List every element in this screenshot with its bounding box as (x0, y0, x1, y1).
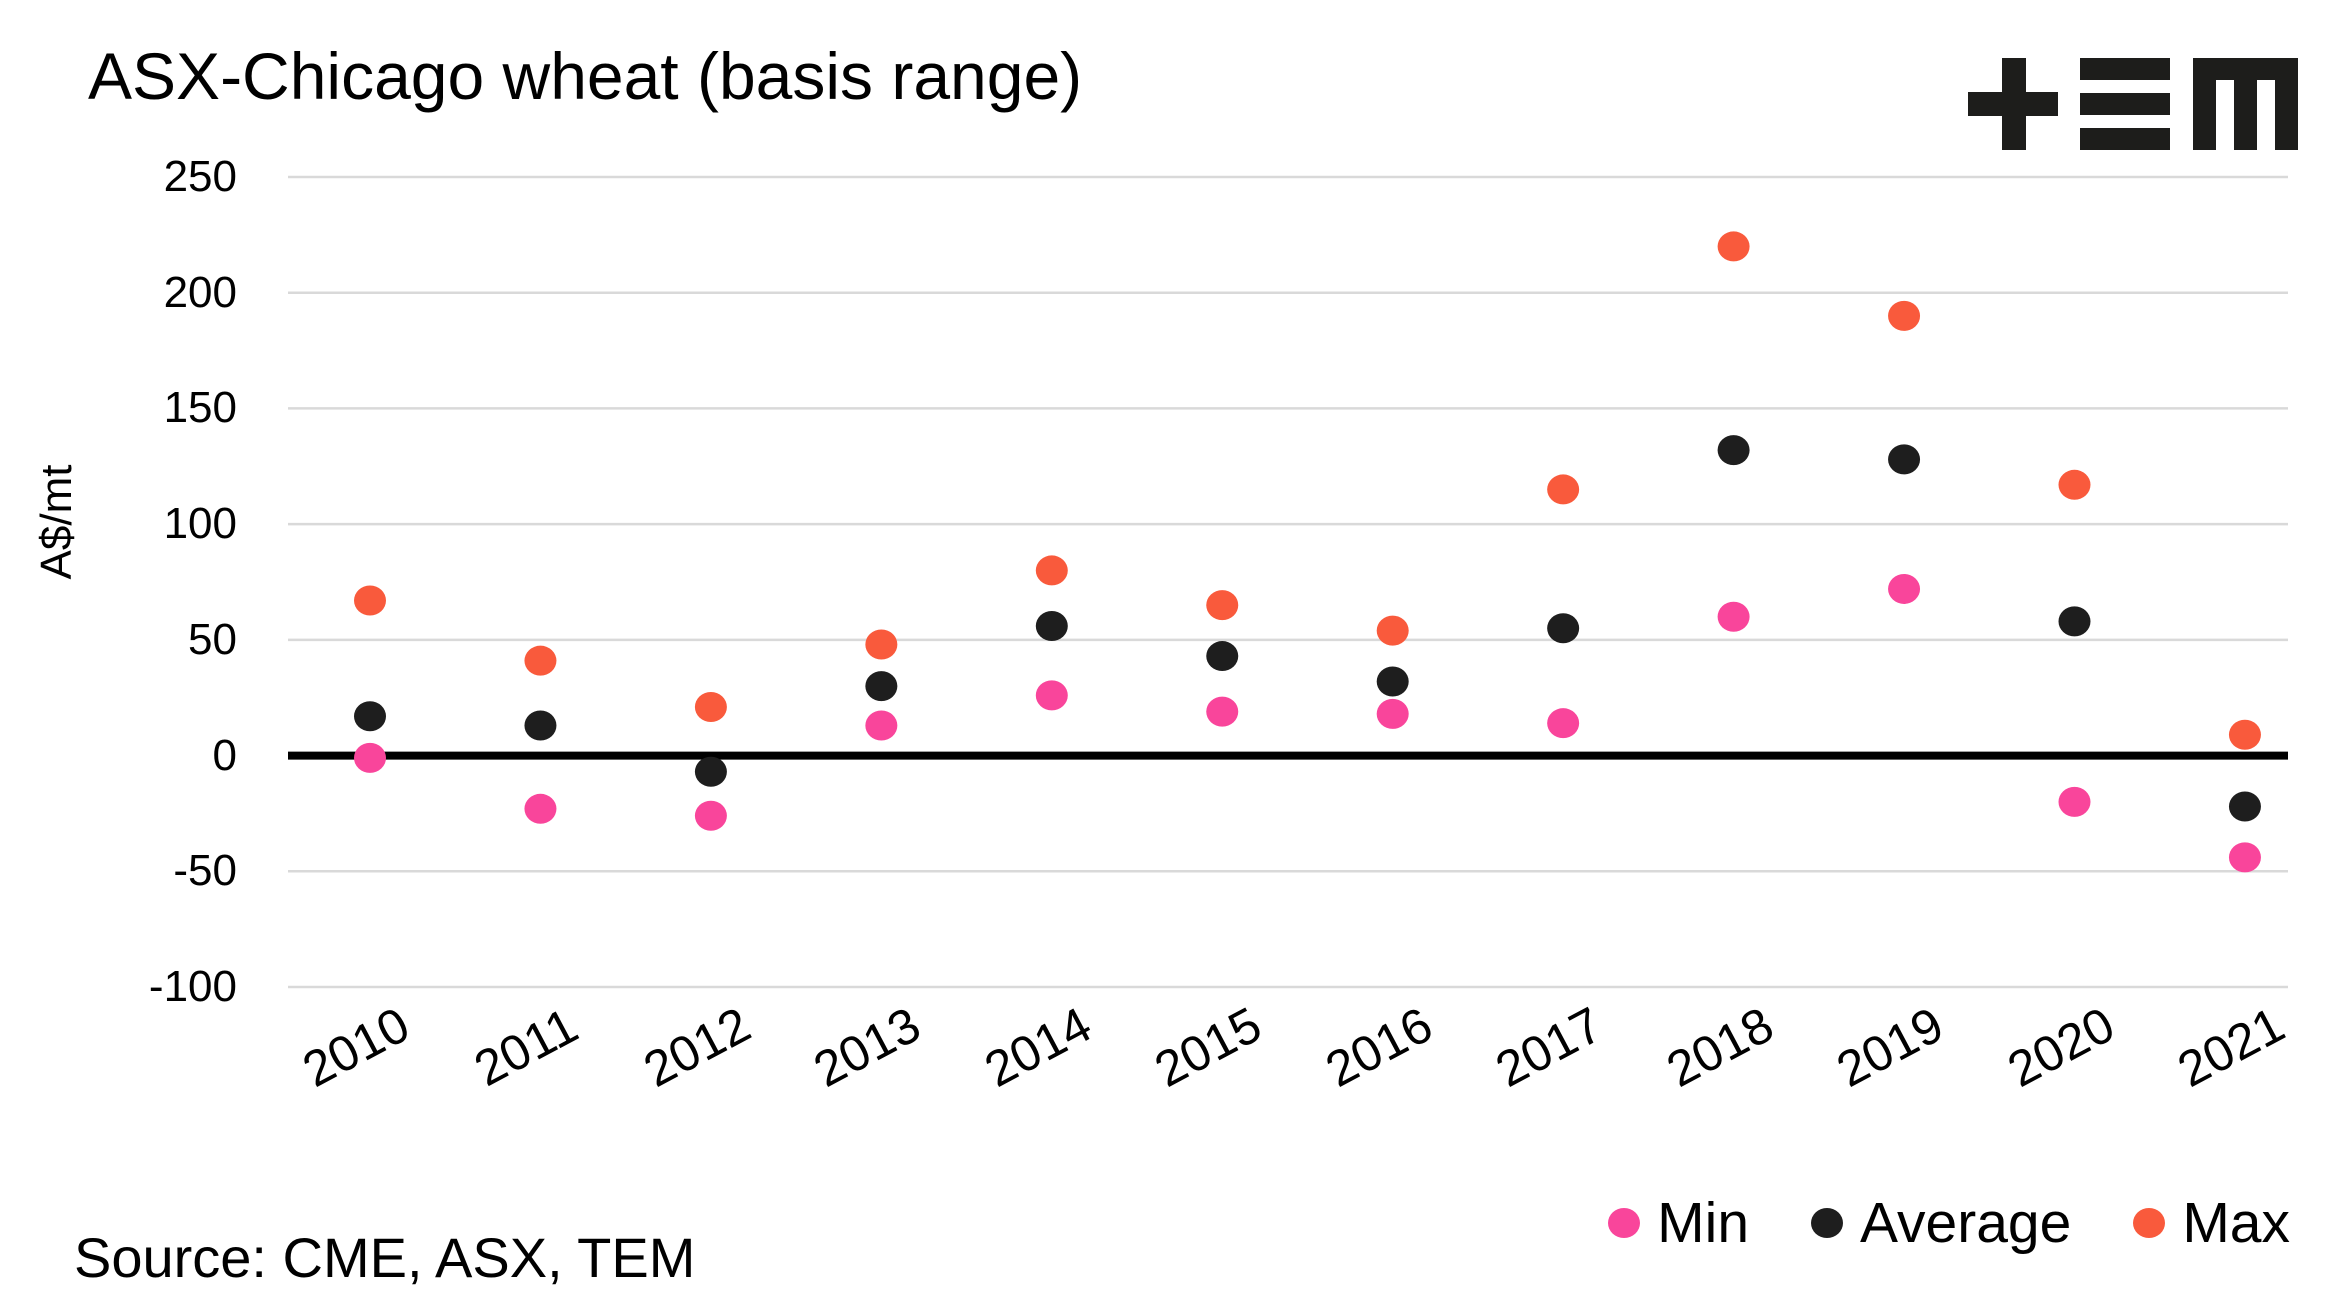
data-point-max-2010 (354, 585, 386, 616)
data-point-max-2016 (1376, 615, 1409, 646)
data-point-min-2017 (1547, 708, 1580, 739)
data-point-average-2017 (1547, 613, 1580, 644)
logo-bars-icon (2080, 58, 2170, 150)
legend-dot-icon (1811, 1208, 1844, 1238)
data-point-average-2015 (1206, 641, 1239, 672)
data-point-max-2014 (1035, 555, 1068, 586)
data-point-min-2011 (524, 793, 557, 824)
data-point-min-2019 (1888, 573, 1921, 604)
data-point-average-2016 (1376, 666, 1409, 697)
data-point-max-2013 (865, 629, 898, 660)
y-tick-label: -100 (148, 962, 237, 1011)
y-tick-label: 50 (188, 614, 237, 664)
data-point-max-2020 (2058, 469, 2091, 500)
data-point-min-2021 (2228, 842, 2261, 873)
legend-label: Min (1657, 1191, 1750, 1255)
chart-title: ASX-Chicago wheat (basis range) (88, 39, 1083, 113)
data-point-min-2015 (1206, 696, 1239, 727)
data-point-average-2014 (1035, 610, 1068, 641)
data-point-average-2011 (524, 710, 557, 741)
legend-item-max: Max (2133, 1193, 2290, 1253)
data-point-average-2020 (2058, 606, 2091, 637)
data-point-min-2020 (2058, 786, 2091, 817)
y-tick-label: 200 (163, 267, 237, 317)
y-tick-label: 150 (163, 383, 237, 433)
legend-label: Max (2182, 1191, 2290, 1255)
data-point-max-2012 (694, 691, 727, 722)
legend-label: Average (1860, 1191, 2072, 1255)
data-point-average-2018 (1717, 435, 1750, 466)
data-point-min-2012 (694, 800, 727, 831)
data-point-min-2018 (1717, 601, 1750, 632)
data-point-max-2011 (524, 645, 557, 676)
data-point-min-2016 (1376, 698, 1409, 729)
y-tick-label: 250 (163, 152, 237, 201)
source-note: Source: CME, ASX, TEM (74, 1226, 696, 1289)
y-tick-label: -50 (173, 846, 237, 896)
y-tick-label: 100 (163, 499, 237, 549)
data-point-average-2010 (354, 701, 386, 732)
logo-m-icon (2193, 58, 2298, 150)
data-point-average-2021 (2228, 791, 2261, 822)
data-point-average-2013 (865, 671, 898, 702)
data-point-max-2017 (1547, 474, 1580, 505)
data-point-average-2019 (1888, 444, 1921, 475)
data-point-max-2018 (1717, 231, 1750, 262)
legend: Min Average Max (1608, 1187, 2290, 1259)
data-point-max-2019 (1888, 300, 1921, 331)
data-point-min-2014 (1035, 680, 1068, 711)
data-point-max-2015 (1206, 590, 1239, 621)
tem-logo (1968, 58, 2298, 150)
logo-plus-icon (1968, 58, 2058, 150)
legend-item-average: Average (1811, 1193, 2071, 1253)
data-point-min-2010 (354, 742, 386, 773)
legend-dot-icon (2133, 1208, 2166, 1238)
y-tick-label: 0 (212, 730, 237, 780)
data-point-max-2021 (2228, 719, 2261, 750)
data-point-min-2013 (865, 710, 898, 741)
legend-dot-icon (1608, 1208, 1641, 1238)
data-point-average-2012 (694, 756, 727, 787)
legend-item-min: Min (1608, 1193, 1749, 1253)
